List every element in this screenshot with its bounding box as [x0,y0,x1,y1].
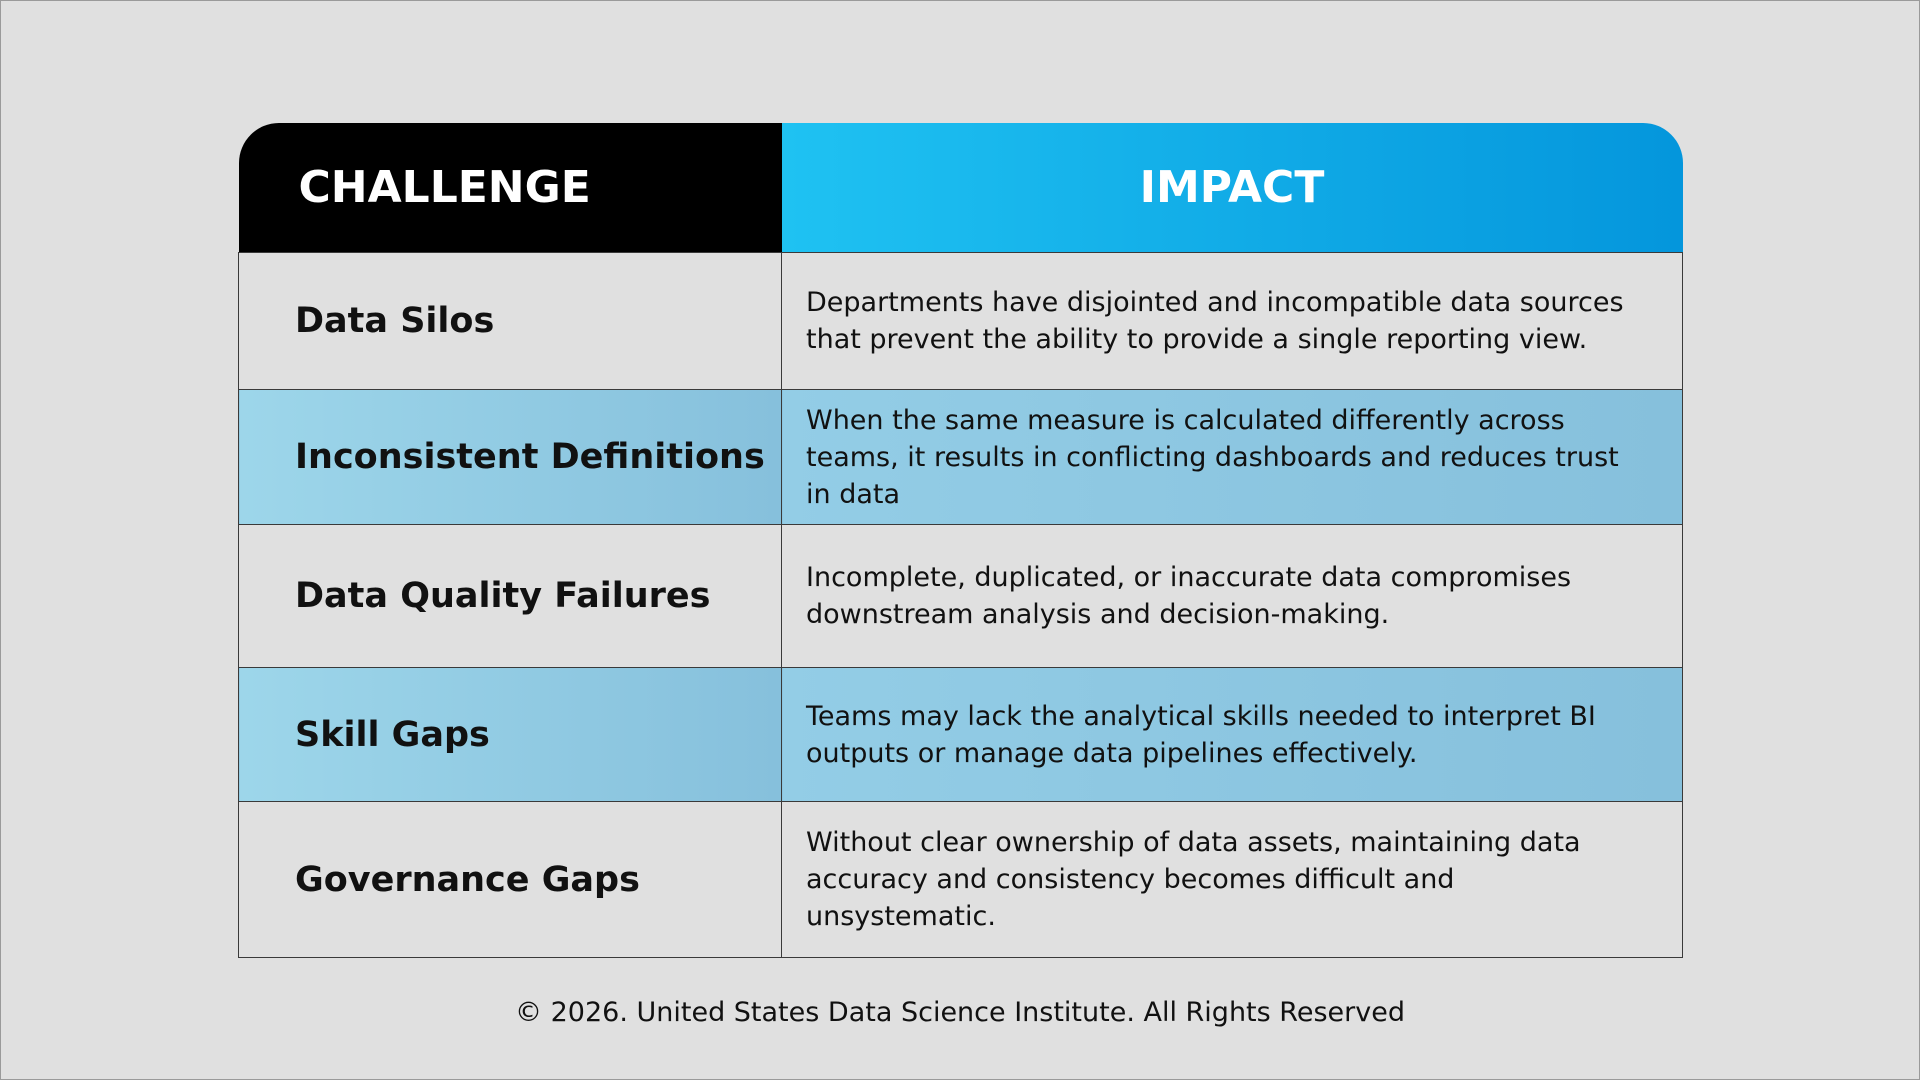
challenge-cell: Inconsistent Definitions [238,389,782,525]
header-cell: CHALLENGE [238,123,782,253]
impact-cell: Incomplete, duplicated, or inaccurate da… [781,524,1683,668]
challenge-cell: Governance Gaps [238,801,782,958]
footer: © 2026. United States Data Science Insti… [515,997,1405,1028]
table-row: Data Silos Departments have disjointed an… [238,252,1683,390]
challenge-cell: Data Silos [238,252,782,390]
challenge-cell: Data Quality Failures [238,524,782,668]
table-row: Skill Gaps Teams may lack the analytical … [238,667,1683,802]
impact-cell: Without clear ownership of data assets, … [781,801,1683,958]
table-row: Governance Gaps Without clear ownership o… [238,801,1683,958]
table-body: Data Silos Departments have disjointed an… [238,252,1683,958]
challenge-cell: Skill Gaps [238,667,782,802]
challenge-table: CHALLENGE IMPACT Data Silos Departments h… [238,123,1683,958]
impact-cell: When the same measure is calculated diff… [781,389,1683,525]
table-row: Inconsistent Definitions When the same me… [238,389,1683,525]
table-row: Data Quality Failures Incomplete, duplica… [238,524,1683,668]
header-cell: IMPACT [781,123,1683,253]
impact-cell: Departments have disjointed and incompat… [781,252,1683,390]
header-row: CHALLENGE IMPACT [238,123,1683,253]
impact-cell: Teams may lack the analytical skills nee… [781,667,1683,802]
